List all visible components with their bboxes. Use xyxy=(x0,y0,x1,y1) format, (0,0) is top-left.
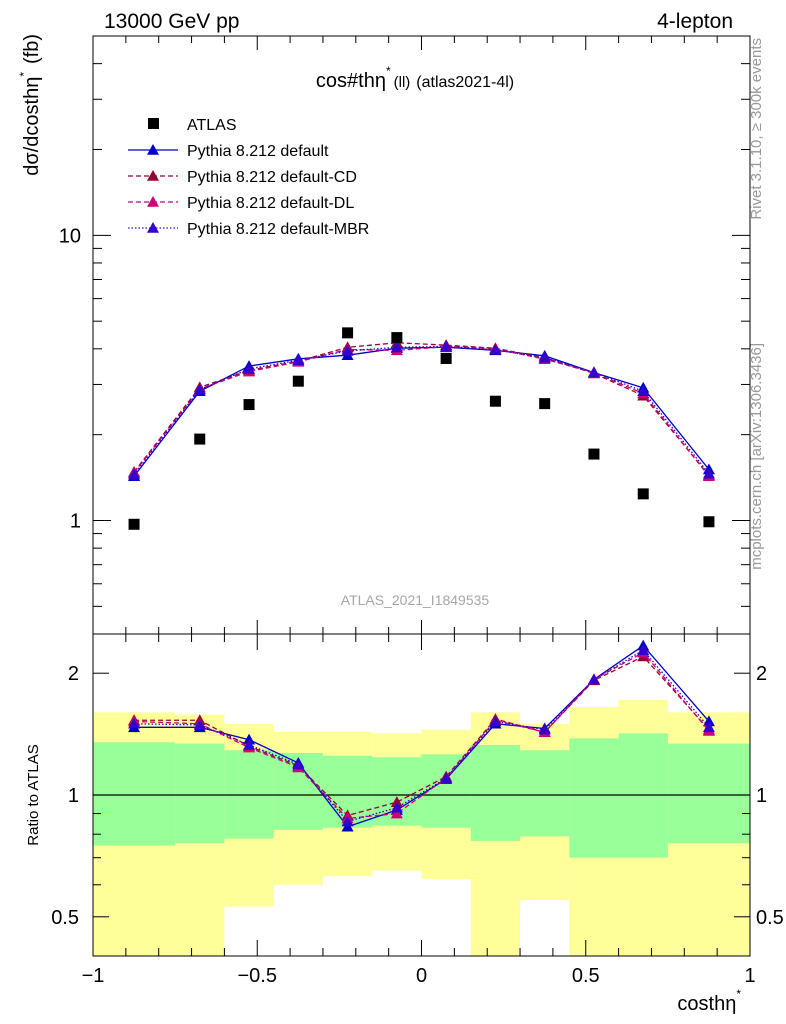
ratio-y-tick-label: 0.5 xyxy=(51,907,79,929)
series-marker xyxy=(341,815,354,827)
series-marker xyxy=(702,467,715,479)
series-marker xyxy=(489,715,502,727)
series-marker xyxy=(489,343,502,355)
data-point xyxy=(440,352,452,364)
series-marker xyxy=(587,366,600,378)
series-line xyxy=(134,644,710,828)
series-marker xyxy=(440,340,453,352)
series-marker xyxy=(390,341,403,353)
legend-label: ATLAS xyxy=(187,117,237,134)
source-label: mcplots.cern.ch [arXiv:1306.3436] xyxy=(748,343,765,570)
series-marker xyxy=(390,801,403,813)
ratio-y-tick-label-right: 2 xyxy=(756,663,767,685)
series-line xyxy=(133,346,710,477)
legend-marker xyxy=(147,222,159,233)
legend-marker xyxy=(147,196,159,207)
x-axis-label: costhη* xyxy=(677,987,741,1015)
series-marker xyxy=(292,354,305,365)
series-marker xyxy=(193,383,206,395)
x-tick-label: 0.5 xyxy=(572,965,600,987)
ratio-y-label: Ratio to ATLAS xyxy=(25,744,42,845)
legend-label: Pythia 8.212 default-DL xyxy=(187,195,354,212)
uncertainty-band-inner xyxy=(421,754,471,828)
uncertainty-band-inner xyxy=(93,742,176,846)
uncertainty-band-inner xyxy=(175,743,225,844)
x-tick-label: −0.5 xyxy=(238,965,277,987)
data-point xyxy=(292,375,304,387)
y-tick-label: 10 xyxy=(59,225,81,247)
data-point xyxy=(539,398,551,410)
rivet-label: Rivet 3.1.10, ≥ 300k events xyxy=(748,38,765,220)
data-point xyxy=(243,399,255,411)
legend-marker xyxy=(147,144,159,155)
series-marker xyxy=(587,673,600,685)
series-marker xyxy=(128,468,141,480)
series-marker xyxy=(243,738,256,750)
series-marker xyxy=(538,351,551,363)
series-line xyxy=(133,345,710,475)
uncertainty-band-inner xyxy=(569,738,619,858)
series-line xyxy=(134,655,710,817)
series-marker xyxy=(390,807,403,819)
series-marker xyxy=(637,385,650,397)
series-marker xyxy=(341,345,354,356)
series-marker xyxy=(440,772,453,784)
series-marker xyxy=(538,723,551,735)
legend: ATLAS Pythia 8.212 default Pythia 8.212 de… xyxy=(128,117,369,238)
y-tick-label: 1 xyxy=(70,511,81,533)
analysis-watermark: ATLAS_2021_I1849535 xyxy=(341,592,490,608)
x-tick-label: 1 xyxy=(744,965,755,987)
series-marker xyxy=(193,718,206,730)
data-point xyxy=(391,332,403,344)
series-marker xyxy=(702,715,715,727)
x-tick-label: 0 xyxy=(416,965,427,987)
ratio-y-tick-label-right: 1 xyxy=(756,785,767,807)
legend-label: Pythia 8.212 default xyxy=(187,143,329,160)
main-title: cos#thη*(ll) (atlas2021-4l) xyxy=(316,64,514,92)
data-point xyxy=(703,516,715,528)
uncertainty-band-inner xyxy=(667,743,750,844)
uncertainty-band-inner xyxy=(520,750,570,837)
legend-label: Pythia 8.212 default-MBR xyxy=(187,221,369,238)
data-point xyxy=(342,327,354,339)
data-point xyxy=(637,488,649,500)
series-line xyxy=(134,649,710,823)
series-marker xyxy=(243,362,256,374)
series-marker xyxy=(702,721,715,733)
series-marker xyxy=(128,717,141,729)
series-line xyxy=(133,346,710,477)
x-tick-label: −1 xyxy=(82,965,105,987)
uncertainty-band-inner xyxy=(470,744,521,841)
header-right: 4-lepton xyxy=(657,10,733,33)
series-line xyxy=(133,342,710,476)
ratio-y-tick-label: 2 xyxy=(68,663,79,685)
legend-marker xyxy=(148,118,159,129)
legend-marker xyxy=(147,170,159,181)
series-marker xyxy=(390,796,403,807)
legend-label: Pythia 8.212 default-CD xyxy=(187,169,357,186)
ratio-y-tick-label: 1 xyxy=(68,785,79,807)
ratio-frame xyxy=(92,633,751,957)
main-y-label: dσ/dcosthη*(fb) xyxy=(17,34,43,176)
data-point xyxy=(128,518,140,530)
data-point xyxy=(588,448,600,460)
series-marker xyxy=(637,644,650,655)
ratio-y-tick-label-right: 0.5 xyxy=(756,907,784,929)
data-point xyxy=(194,433,206,445)
series-marker xyxy=(292,758,305,770)
header-left: 13000 GeV pp xyxy=(104,10,239,33)
data-point xyxy=(489,395,501,407)
